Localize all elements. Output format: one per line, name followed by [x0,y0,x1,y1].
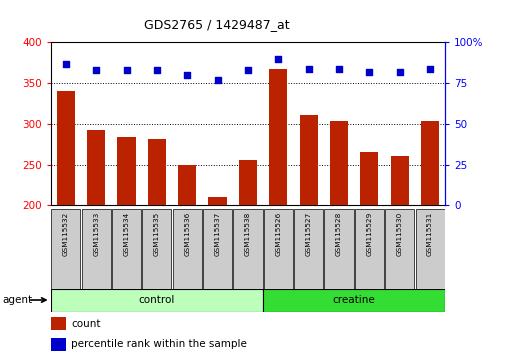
Text: creatine: creatine [332,295,375,305]
Bar [87,130,105,205]
Bar [178,165,196,205]
FancyBboxPatch shape [112,209,141,289]
FancyBboxPatch shape [172,209,201,289]
FancyBboxPatch shape [324,209,353,289]
FancyBboxPatch shape [263,209,292,289]
Text: GSM115536: GSM115536 [184,212,190,256]
Text: GSM115535: GSM115535 [154,212,160,256]
Bar [57,91,75,205]
Bar [420,121,438,205]
Bar [117,137,135,205]
Text: GSM115534: GSM115534 [123,212,129,256]
Text: GSM115527: GSM115527 [305,212,311,256]
Point [425,66,433,72]
Text: percentile rank within the sample: percentile rank within the sample [71,339,247,349]
FancyBboxPatch shape [293,209,323,289]
Bar [329,121,347,205]
Text: GSM115532: GSM115532 [63,212,69,256]
FancyBboxPatch shape [50,289,263,312]
Point [334,66,342,72]
Point [122,67,130,73]
Text: GSM115530: GSM115530 [396,212,402,256]
Bar [299,115,317,205]
Bar [147,139,166,205]
Text: control: control [138,295,175,305]
FancyBboxPatch shape [263,289,444,312]
Bar [50,338,66,351]
Point [365,69,373,75]
FancyBboxPatch shape [415,209,444,289]
Text: GSM115531: GSM115531 [426,212,432,256]
Text: GSM115528: GSM115528 [335,212,341,256]
FancyBboxPatch shape [384,209,414,289]
Text: GSM115533: GSM115533 [93,212,99,256]
Point [153,67,161,73]
FancyBboxPatch shape [354,209,383,289]
Text: GSM115538: GSM115538 [244,212,250,256]
Bar [50,318,66,330]
Point [62,61,70,67]
Point [274,56,282,62]
Bar [390,156,408,205]
FancyBboxPatch shape [142,209,171,289]
Point [213,77,221,83]
Bar [238,160,257,205]
Bar [360,152,378,205]
Text: GDS2765 / 1429487_at: GDS2765 / 1429487_at [143,18,288,31]
Point [395,69,403,75]
Text: agent: agent [3,295,33,305]
FancyBboxPatch shape [233,209,262,289]
Text: GSM115526: GSM115526 [275,212,281,256]
Text: GSM115537: GSM115537 [214,212,220,256]
Text: GSM115529: GSM115529 [366,212,372,256]
Text: count: count [71,319,100,329]
Point [92,67,100,73]
FancyBboxPatch shape [51,209,80,289]
Point [183,72,191,78]
Bar [208,197,226,205]
Point [243,67,251,73]
FancyBboxPatch shape [203,209,232,289]
Point [304,66,312,72]
Bar [269,69,287,205]
FancyBboxPatch shape [81,209,111,289]
